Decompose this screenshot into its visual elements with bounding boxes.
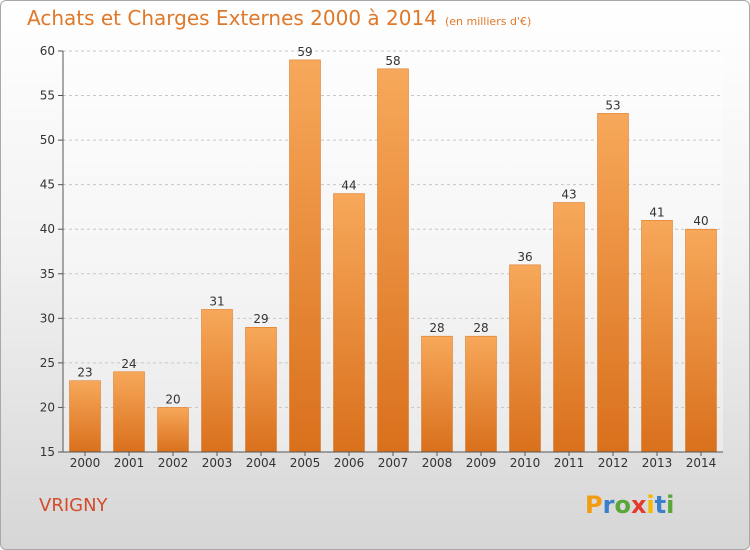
data-label: 23 [77, 366, 92, 380]
data-label: 59 [297, 45, 312, 59]
bar [289, 59, 321, 453]
logo-letter: x [630, 491, 647, 519]
y-tick-label: 45 [40, 178, 55, 192]
bar [465, 335, 497, 453]
data-label: 20 [165, 392, 180, 406]
bar [553, 202, 585, 453]
x-tick-label: 2004 [246, 456, 277, 470]
bar [245, 326, 277, 453]
data-label: 31 [209, 294, 224, 308]
y-tick-label: 15 [40, 445, 55, 459]
bar [333, 193, 365, 453]
y-tick-label: 25 [40, 356, 55, 370]
bar [509, 264, 541, 453]
x-tick-label: 2010 [510, 456, 541, 470]
x-tick-label: 2012 [598, 456, 629, 470]
y-tick-label: 50 [40, 133, 55, 147]
x-tick-label: 2007 [378, 456, 409, 470]
data-label: 44 [341, 179, 356, 193]
data-label: 58 [385, 54, 400, 68]
data-label: 36 [517, 250, 532, 264]
x-tick-label: 2013 [642, 456, 673, 470]
x-tick-label: 2002 [158, 456, 189, 470]
bar [641, 220, 673, 453]
bar [377, 68, 409, 453]
data-label: 43 [561, 187, 576, 201]
data-label: 29 [253, 312, 268, 326]
title-text: Achats et Charges Externes 2000 à 2014 [27, 6, 437, 30]
data-label: 24 [121, 357, 136, 371]
x-tick-label: 2009 [466, 456, 497, 470]
y-tick-label: 30 [40, 311, 55, 325]
x-tick-label: 2005 [290, 456, 321, 470]
proxiti-logo: Proxiti [585, 491, 674, 519]
bar [157, 407, 189, 453]
bar [597, 113, 629, 453]
x-tick-label: 2003 [202, 456, 233, 470]
data-label: 40 [693, 214, 708, 228]
data-label: 28 [429, 321, 444, 335]
y-tick-label: 60 [40, 44, 55, 58]
bar [421, 335, 453, 453]
city-name: VRIGNY [39, 495, 108, 516]
y-tick-label: 55 [40, 89, 55, 103]
x-tick-label: 2006 [334, 456, 365, 470]
logo-letter: i [646, 491, 655, 519]
chart-title: Achats et Charges Externes 2000 à 2014 (e… [27, 6, 531, 30]
logo-letter: i [666, 491, 675, 519]
x-tick-label: 2014 [686, 456, 717, 470]
y-tick-label: 20 [40, 400, 55, 414]
data-label: 28 [473, 321, 488, 335]
chart-subtitle: (en milliers d'€) [444, 15, 532, 28]
x-tick-label: 2000 [70, 456, 101, 470]
x-tick-label: 2008 [422, 456, 453, 470]
y-tick-label: 40 [40, 222, 55, 236]
logo-letter: P [585, 491, 603, 519]
x-tick-label: 2011 [554, 456, 585, 470]
logo-letter: o [614, 491, 631, 519]
logo-letter: r [602, 491, 615, 519]
bar [685, 228, 717, 453]
bar [201, 309, 233, 453]
y-tick-label: 35 [40, 267, 55, 281]
logo-letter: t [654, 491, 667, 519]
x-tick-label: 2001 [114, 456, 145, 470]
bar [69, 380, 101, 453]
data-label: 41 [649, 205, 664, 219]
data-label: 53 [605, 98, 620, 112]
bar [113, 371, 145, 453]
